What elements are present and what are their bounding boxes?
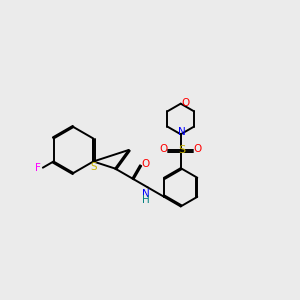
Text: O: O (141, 159, 149, 170)
Text: N: N (142, 189, 150, 199)
Text: O: O (181, 98, 190, 108)
Text: O: O (160, 144, 168, 154)
Text: H: H (142, 195, 150, 205)
Text: O: O (194, 144, 202, 154)
Text: N: N (178, 127, 186, 137)
Text: S: S (90, 162, 97, 172)
Text: F: F (34, 163, 40, 173)
Text: S: S (178, 145, 185, 155)
